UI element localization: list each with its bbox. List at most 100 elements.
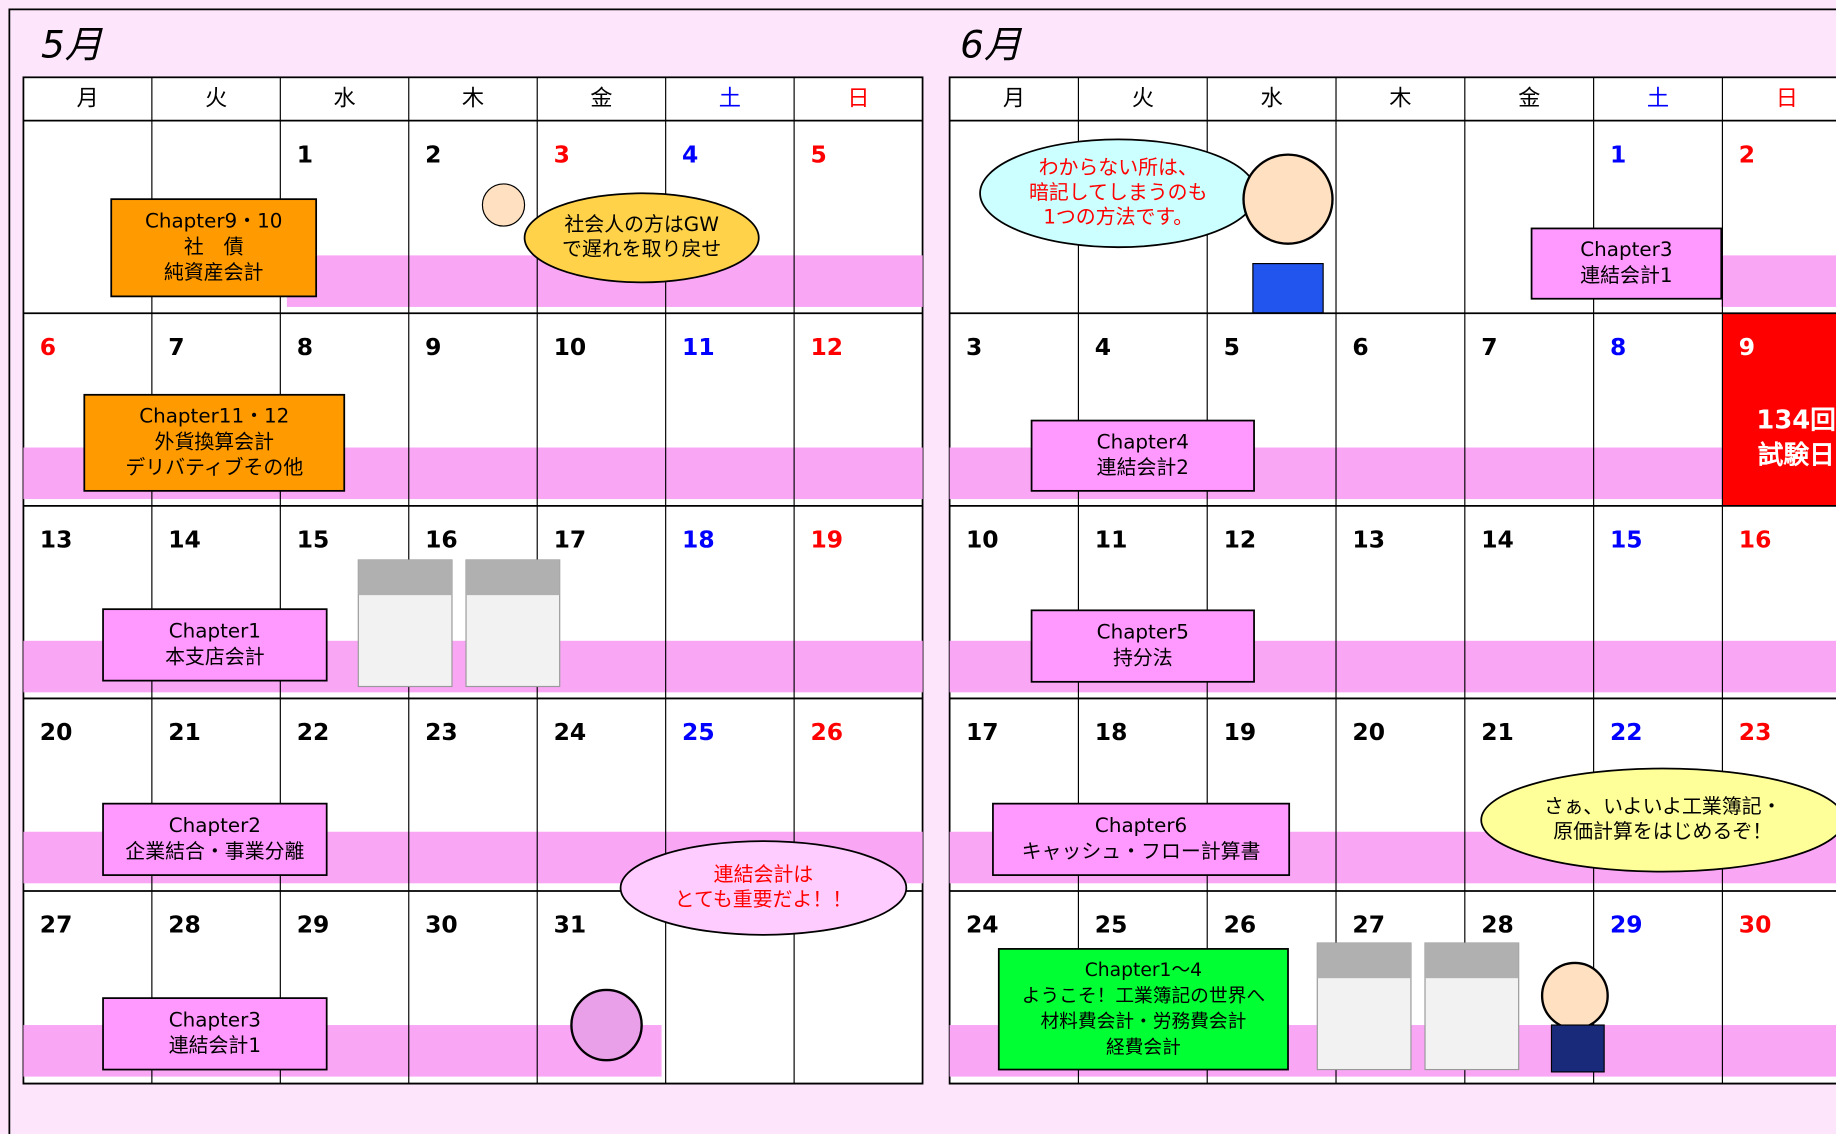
day-number: 18 xyxy=(682,525,715,553)
book-band xyxy=(1317,943,1411,979)
day-number: 2 xyxy=(1739,140,1755,168)
day-number: 11 xyxy=(1095,525,1128,553)
day-number: 21 xyxy=(1481,718,1514,746)
day-number: 8 xyxy=(297,333,313,361)
exam-cell xyxy=(1722,313,1836,506)
day-number: 20 xyxy=(40,718,73,746)
bubble-text: で遅れを取り戻せ xyxy=(562,238,721,261)
day-number: 9 xyxy=(1739,333,1755,361)
weekday-label: 金 xyxy=(590,85,612,111)
bubble-text: 1つの方法です。 xyxy=(1043,205,1193,228)
day-number: 27 xyxy=(1352,911,1385,939)
event-label: 連結会計1 xyxy=(1580,264,1672,287)
weekday-label: 土 xyxy=(719,85,741,111)
event-box xyxy=(997,948,1289,1071)
event-box xyxy=(1030,419,1255,492)
day-number: 3 xyxy=(554,140,570,168)
bubble-text: 連結会計は xyxy=(714,863,814,886)
day-number: 26 xyxy=(1224,911,1257,939)
bubble-text: さぁ、いよいよ工業簿記・ xyxy=(1544,795,1782,818)
weekday-label: 木 xyxy=(1389,85,1411,111)
day-number: 5 xyxy=(1224,333,1240,361)
bubble-text: 暗記してしまうのも xyxy=(1029,181,1208,204)
weekday-label: 木 xyxy=(462,85,484,111)
day-number: 2 xyxy=(425,140,441,168)
day-number: 12 xyxy=(811,333,844,361)
day-number: 13 xyxy=(1352,525,1385,553)
day-number: 31 xyxy=(554,911,587,939)
book-band xyxy=(466,559,560,596)
day-number: 29 xyxy=(1610,911,1643,939)
schedule-bar xyxy=(1721,255,1836,307)
month-title: 6月 xyxy=(960,22,1023,66)
event-label: 経費会計 xyxy=(1106,1037,1181,1058)
character xyxy=(1252,262,1324,314)
event-label: Chapter3 xyxy=(169,1008,261,1031)
event-box xyxy=(83,393,346,492)
day-number: 4 xyxy=(1095,333,1111,361)
event-label: 持分法 xyxy=(1113,646,1173,669)
event-box xyxy=(110,198,318,298)
day-number: 22 xyxy=(1610,718,1643,746)
character xyxy=(1242,153,1334,245)
event-box xyxy=(1030,609,1255,683)
day-number: 5 xyxy=(811,140,827,168)
weekday-label: 水 xyxy=(1260,85,1282,111)
event-box xyxy=(102,997,328,1071)
bubble-text: とても重要だよ！！ xyxy=(675,888,853,911)
speech-bubble xyxy=(523,192,760,284)
day-number: 17 xyxy=(966,718,999,746)
day-number: 29 xyxy=(297,911,330,939)
day-number: 6 xyxy=(1352,333,1368,361)
event-label: 本支店会計 xyxy=(165,645,265,668)
event-label: デリバティブその他 xyxy=(125,455,303,479)
event-box xyxy=(1530,227,1723,300)
day-number: 15 xyxy=(1610,525,1643,553)
weekday-label: 日 xyxy=(847,85,869,111)
day-number: 7 xyxy=(1481,333,1497,361)
day-number: 10 xyxy=(554,333,587,361)
day-number: 28 xyxy=(1481,911,1514,939)
day-number: 9 xyxy=(425,333,441,361)
day-number: 23 xyxy=(1739,718,1772,746)
event-label: 連結会計1 xyxy=(169,1034,261,1057)
day-number: 14 xyxy=(168,525,201,553)
speech-bubble xyxy=(1480,767,1836,873)
day-number: 21 xyxy=(168,718,201,746)
day-number: 28 xyxy=(168,911,201,939)
day-number: 25 xyxy=(1095,911,1128,939)
event-box xyxy=(992,802,1291,876)
event-label: Chapter1～4 xyxy=(1085,960,1202,981)
weekday-label: 日 xyxy=(1776,85,1798,111)
weekday-label: 金 xyxy=(1518,85,1540,111)
day-number: 27 xyxy=(40,911,73,939)
exam-label: 134回 xyxy=(1756,406,1835,436)
event-label: キャッシュ・フロー計算書 xyxy=(1022,840,1261,863)
character xyxy=(481,183,526,227)
event-label: 純資産会計 xyxy=(164,261,264,284)
event-label: 企業結合・事業分離 xyxy=(125,840,304,863)
event-label: 外貨換算会計 xyxy=(155,430,275,453)
day-number: 30 xyxy=(1739,911,1772,939)
event-label: Chapter11・12 xyxy=(139,405,289,428)
day-number: 7 xyxy=(168,333,184,361)
weekday-label: 水 xyxy=(333,85,355,111)
day-number: 18 xyxy=(1095,718,1128,746)
character xyxy=(570,988,643,1062)
day-number: 25 xyxy=(682,718,715,746)
day-number: 1 xyxy=(297,140,313,168)
event-label: Chapter9・10 xyxy=(145,209,282,232)
event-label: Chapter4 xyxy=(1097,430,1189,453)
day-number: 12 xyxy=(1224,525,1257,553)
day-number: 24 xyxy=(554,718,587,746)
day-number: 8 xyxy=(1610,333,1626,361)
day-number: 16 xyxy=(425,525,458,553)
day-number: 26 xyxy=(811,718,844,746)
day-number: 3 xyxy=(966,333,982,361)
character xyxy=(1550,1024,1605,1073)
weekday-label: 土 xyxy=(1647,85,1669,111)
day-number: 13 xyxy=(40,525,73,553)
day-number: 19 xyxy=(1224,718,1257,746)
bubble-text: 原価計算をはじめるぞ！ xyxy=(1553,820,1772,843)
day-number: 30 xyxy=(425,911,458,939)
